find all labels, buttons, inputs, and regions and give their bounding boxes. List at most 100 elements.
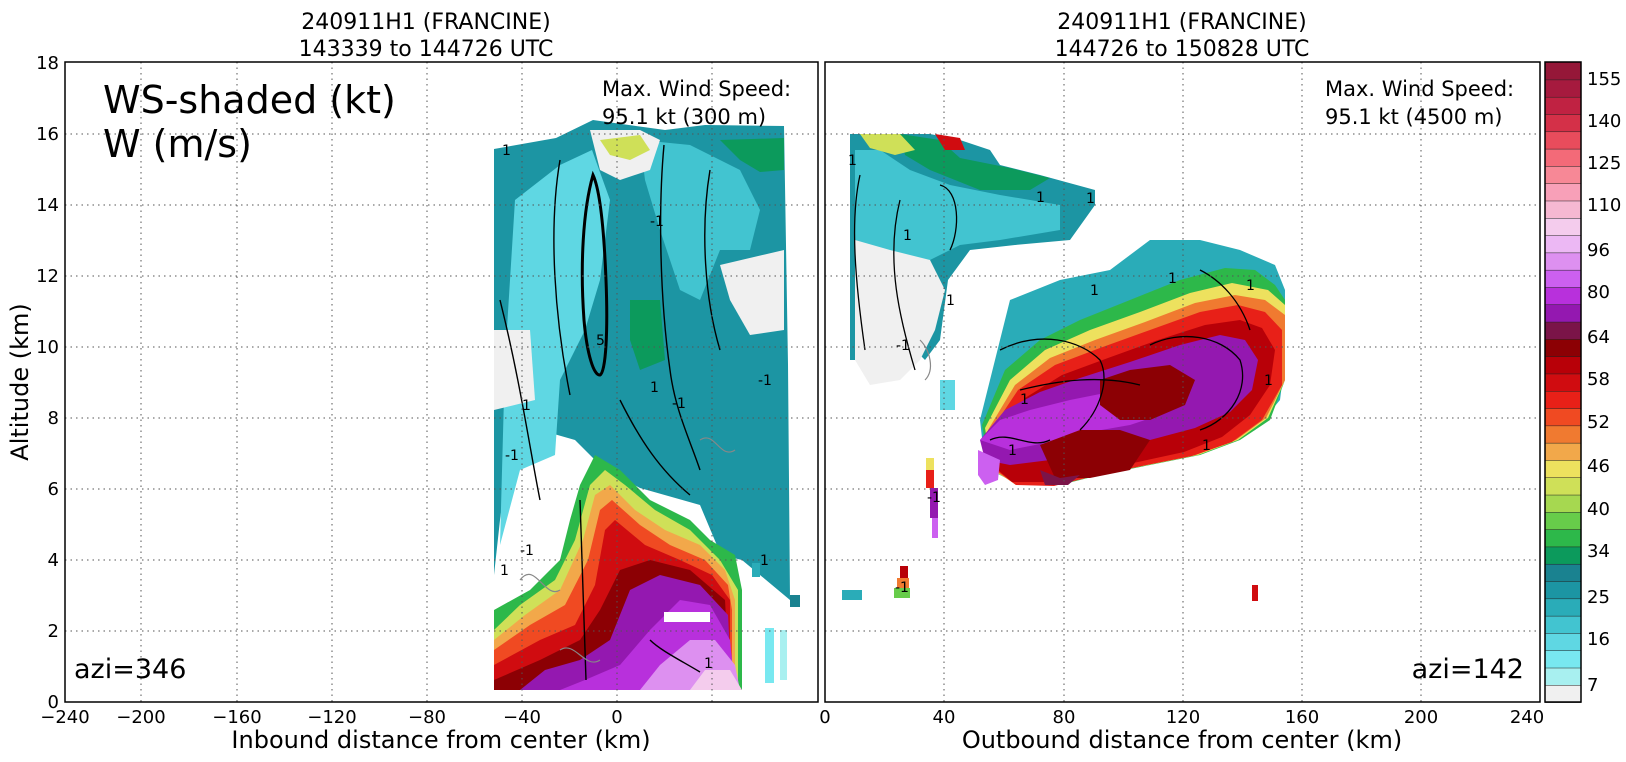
contour-label: 1 [1168,271,1177,287]
colorbar-cell [1544,407,1582,427]
colorbar-cell [1544,546,1582,565]
colorbar-cell [1544,130,1582,150]
y-tick-label: 0 [48,692,59,713]
contour-label: -1 [758,373,772,389]
left-subtitle: 143339 to 144726 UTC [299,37,554,62]
x-tick-label: 200 [1404,707,1438,728]
colorbar: 155 140 125 110 96 80 64 58 52 46 40 34 … [1544,61,1621,703]
colorbar-cell [1544,615,1582,634]
colorbar-cell [1544,667,1582,686]
contour-label: -1 [895,580,909,596]
left-x-axis-label: Inbound distance from center (km) [231,726,650,754]
colorbar-cell [1544,511,1582,530]
colorbar-cell [1544,286,1582,306]
x-tick-label: 120 [1166,707,1200,728]
y-axis-label: Altitude (km) [6,303,34,460]
right-panel: 240911H1 (FRANCINE) 144726 to 150828 UTC [819,10,1544,754]
x-tick-label: 0 [611,707,622,728]
colorbar-cell [1544,459,1582,478]
contour-label: 1 [1008,443,1017,459]
left-panel: 240911H1 (FRANCINE) 143339 to 144726 UTC [6,10,819,754]
y-tick-label: 18 [36,53,59,74]
contour-label: 1 [848,153,857,169]
colorbar-cell [1544,390,1582,409]
colorbar-cell [1544,113,1582,133]
left-y-axis: 0 2 4 6 8 10 12 14 16 18 [36,53,59,713]
colorbar-cell [1544,165,1582,184]
contour-label: 1 [760,553,769,569]
colorbar-cell [1544,217,1582,236]
contour-label: 1 [1264,373,1273,389]
x-tick-label: −200 [116,707,165,728]
contour-label: 1 [650,380,659,396]
x-tick-label: 0 [819,707,830,728]
contour-label: 1 [500,563,509,579]
contour-label: -1 [672,396,686,412]
right-gridlines [825,62,1540,702]
right-x-axis-label: Outbound distance from center (km) [962,726,1402,754]
contour-label: 1 [1020,392,1029,408]
colorbar-tick-labels: 155 140 125 110 96 80 64 58 52 46 40 34 … [1587,69,1621,696]
colorbar-cell [1544,580,1582,600]
contour-label: 1 [1202,438,1211,454]
y-tick-label: 12 [36,266,59,287]
right-max-wind-value: 95.1 kt (4500 m) [1325,105,1502,129]
contour-label: 1 [946,293,955,309]
contour-label: 1 [704,656,713,672]
left-max-wind-value: 95.1 kt (300 m) [602,105,766,129]
colorbar-tick: 125 [1587,153,1621,174]
colorbar-cell [1544,476,1582,496]
colorbar-tick: 25 [1587,587,1610,608]
right-azimuth-label: azi=142 [1412,654,1524,685]
y-tick-label: 10 [36,337,59,358]
left-contour-labels: 1 -1 5 -1 1 1 -1 -1 1 1 -1 1 [500,143,772,672]
colorbar-cell [1544,200,1582,219]
colorbar-tick: 52 [1587,412,1610,433]
right-title: 240911H1 (FRANCINE) [1057,10,1306,35]
colorbar-tick: 140 [1587,111,1621,132]
contour-label: 1 [522,398,531,414]
colorbar-tick: 96 [1587,240,1610,261]
contour-label: 1 [1036,190,1045,206]
y-tick-label: 2 [48,621,59,642]
colorbar-cell [1544,252,1582,271]
x-tick-label: −120 [307,707,356,728]
colorbar-cell [1544,442,1582,461]
y-tick-label: 14 [36,195,59,216]
contour-label: 1 [502,143,511,159]
colorbar-cell [1544,303,1582,323]
y-tick-label: 6 [48,479,59,500]
contour-label: -1 [927,490,941,506]
left-azimuth-label: azi=346 [74,654,186,685]
x-tick-label: 40 [933,707,956,728]
colorbar-cell [1544,528,1582,548]
left-wind-field [494,120,800,690]
y-tick-label: 4 [48,550,59,571]
contour-label: -1 [650,214,664,230]
y-tick-label: 16 [36,124,59,145]
x-tick-label: 240 [1510,707,1544,728]
colorbar-cell [1544,494,1582,513]
right-plot-frame [824,61,1541,703]
x-tick-label: −80 [408,707,446,728]
right-max-wind-label: Max. Wind Speed: [1325,77,1514,101]
colorbar-cell [1544,96,1582,115]
colorbar-cell [1544,424,1582,444]
colorbar-cell [1544,355,1582,375]
field-label-vertical-velocity: W (m/s) [103,122,252,166]
right-subtitle: 144726 to 150828 UTC [1055,37,1310,62]
colorbar-cell [1544,79,1582,98]
left-plot-frame [64,61,819,703]
colorbar-tick: 155 [1587,69,1621,90]
left-max-wind-label: Max. Wind Speed: [602,77,791,101]
contour-label: 1 [903,228,912,244]
left-title: 240911H1 (FRANCINE) [301,10,550,35]
colorbar-cell [1544,373,1582,392]
right-x-axis: 0 40 80 120 160 200 240 [819,707,1544,728]
x-tick-label: 160 [1285,707,1319,728]
colorbar-cell [1544,684,1582,703]
colorbar-tick: 34 [1587,541,1610,562]
colorbar-tick: 64 [1587,327,1610,348]
colorbar-cell [1544,148,1582,167]
